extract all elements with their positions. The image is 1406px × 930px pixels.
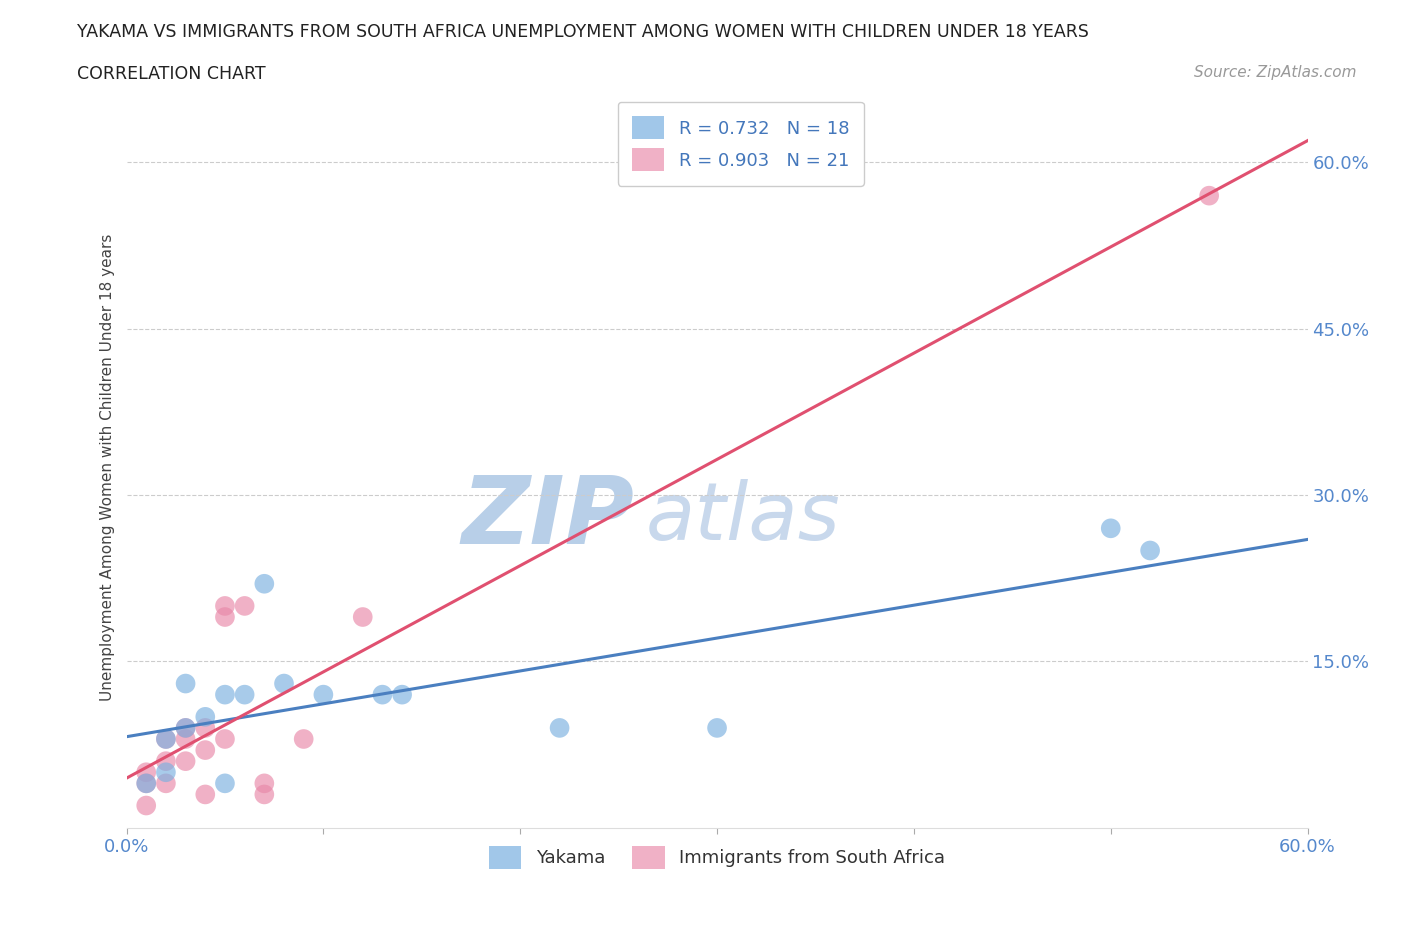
Point: [135, 776, 157, 790]
Point: [135, 764, 157, 779]
Point: [155, 776, 177, 790]
Text: atlas: atlas: [647, 479, 841, 557]
Point: [706, 721, 728, 736]
Point: [214, 776, 236, 790]
Point: [273, 676, 295, 691]
Point: [214, 599, 236, 614]
Point: [391, 687, 413, 702]
Point: [253, 776, 276, 790]
Point: [253, 577, 276, 591]
Point: [214, 732, 236, 747]
Text: YAKAMA VS IMMIGRANTS FROM SOUTH AFRICA UNEMPLOYMENT AMONG WOMEN WITH CHILDREN UN: YAKAMA VS IMMIGRANTS FROM SOUTH AFRICA U…: [77, 23, 1090, 41]
Legend: Yakama, Immigrants from South Africa: Yakama, Immigrants from South Africa: [474, 831, 960, 883]
Point: [214, 687, 236, 702]
Point: [174, 676, 197, 691]
Point: [155, 732, 177, 747]
Point: [292, 732, 315, 747]
Point: [174, 721, 197, 736]
Point: [1198, 188, 1220, 203]
Point: [135, 798, 157, 813]
Point: [174, 721, 197, 736]
Point: [253, 787, 276, 802]
Point: [371, 687, 394, 702]
Point: [194, 743, 217, 758]
Point: [214, 609, 236, 624]
Point: [312, 687, 335, 702]
Point: [194, 721, 217, 736]
Point: [548, 721, 571, 736]
Point: [1139, 543, 1161, 558]
Point: [155, 732, 177, 747]
Point: [155, 764, 177, 779]
Point: [174, 732, 197, 747]
Y-axis label: Unemployment Among Women with Children Under 18 years: Unemployment Among Women with Children U…: [100, 233, 115, 701]
Text: Source: ZipAtlas.com: Source: ZipAtlas.com: [1194, 65, 1357, 80]
Point: [233, 687, 256, 702]
Text: CORRELATION CHART: CORRELATION CHART: [77, 65, 266, 83]
Point: [352, 609, 374, 624]
Point: [155, 753, 177, 768]
Point: [233, 599, 256, 614]
Point: [135, 776, 157, 790]
Text: ZIP: ZIP: [461, 472, 634, 564]
Point: [1099, 521, 1122, 536]
Point: [174, 753, 197, 768]
Point: [194, 787, 217, 802]
Point: [194, 710, 217, 724]
